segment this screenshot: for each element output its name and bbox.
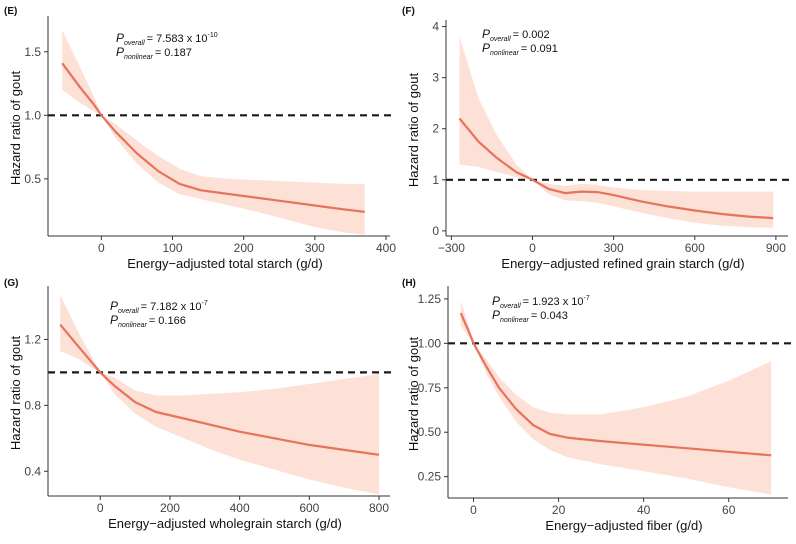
p-nonlinear-annotation: Pnonlinear = 0.043 <box>492 308 568 324</box>
y-tick-label: 1.00 <box>418 336 442 350</box>
x-tick-label: 60 <box>722 503 736 517</box>
x-tick-label: 0 <box>97 501 104 515</box>
y-tick-label: 4 <box>432 20 439 34</box>
y-tick-label: 0 <box>432 224 439 238</box>
p-overall-annotation: Poverall = 0.002 <box>482 27 550 43</box>
confidence-band <box>460 300 772 495</box>
confidence-band <box>60 294 379 495</box>
x-tick-label: 0 <box>98 241 105 255</box>
x-tick-label: 300 <box>305 241 325 255</box>
panel-label: (H) <box>402 278 416 289</box>
x-axis-label: Energy−adjusted total starch (g/d) <box>127 256 322 271</box>
hazard-curve <box>458 117 774 220</box>
y-tick-label: 2 <box>432 122 439 136</box>
x-tick-label: 600 <box>685 241 705 255</box>
x-tick-label: 100 <box>163 241 183 255</box>
y-axis-label: Hazard ratio of gout <box>406 337 421 452</box>
x-tick-label: 200 <box>234 241 254 255</box>
p-overall-annotation: Poverall = 1.923 x 10-7 <box>492 294 590 310</box>
confidence-band <box>62 30 365 235</box>
y-tick-label: 1.2 <box>24 332 41 346</box>
p-overall-annotation: Poverall = 7.583 x 10-10 <box>116 31 218 47</box>
chart-f-svg: (F) −300 0 300 600 900 0 1 2 3 4 Energy−adjusted re… <box>402 6 792 271</box>
y-axis-label: Hazard ratio of gout <box>406 73 421 188</box>
y-tick-label: 1.5 <box>24 45 41 59</box>
y-tick-label: 1.25 <box>418 292 442 306</box>
x-tick-label: 600 <box>299 501 319 515</box>
x-tick-label: 800 <box>369 501 389 515</box>
x-axis-label: Energy−adjusted refined grain starch (g/… <box>501 256 744 271</box>
panel-e: (E) 0 100 200 300 400 0.5 1.0 1.5 Energy−adjusted… <box>0 0 398 272</box>
y-tick-label: 0.75 <box>418 381 442 395</box>
panel-label: (E) <box>4 6 17 17</box>
x-tick-label: −300 <box>438 241 465 255</box>
y-tick-label: 1.0 <box>24 108 41 122</box>
hazard-curve <box>61 62 365 213</box>
panel-h: (H) 0 20 40 60 0.25 0.50 0.75 1.00 1.25 Energy−adj… <box>398 272 796 544</box>
chart-h-svg: (H) 0 20 40 60 0.25 0.50 0.75 1.00 1.25 Energy−adj… <box>402 278 792 533</box>
y-axis-label: Hazard ratio of gout <box>8 71 23 186</box>
x-tick-label: 20 <box>552 503 566 517</box>
p-overall-annotation: Poverall = 7.182 x 10-7 <box>110 299 208 315</box>
hazard-curve <box>59 323 380 456</box>
y-tick-label: 0.8 <box>24 398 41 412</box>
x-tick-label: 400 <box>376 241 396 255</box>
panel-label: (F) <box>402 6 415 17</box>
x-tick-label: 300 <box>604 241 624 255</box>
x-tick-label: 40 <box>637 503 651 517</box>
p-nonlinear-annotation: Pnonlinear = 0.166 <box>110 313 186 329</box>
panel-f: (F) −300 0 300 600 900 0 1 2 3 4 Energy−adjusted re… <box>398 0 796 272</box>
x-tick-label: 900 <box>766 241 786 255</box>
y-tick-label: 3 <box>432 71 439 85</box>
x-tick-label: 0 <box>470 503 477 517</box>
y-tick-label: 0.5 <box>24 172 41 186</box>
x-axis-label: Energy−adjusted fiber (g/d) <box>545 518 702 533</box>
y-tick-label: 1 <box>432 173 439 187</box>
p-nonlinear-annotation: Pnonlinear = 0.187 <box>116 45 192 61</box>
y-tick-label: 0.50 <box>418 425 442 439</box>
y-axis-label: Hazard ratio of gout <box>8 336 23 451</box>
x-tick-label: 0 <box>529 241 536 255</box>
panel-g: (G) 0 200 400 600 800 0.4 0.8 1.2 Energy−adjusted… <box>0 272 398 544</box>
confidence-band <box>459 36 774 228</box>
y-tick-label: 0.4 <box>24 464 41 478</box>
panel-label: (G) <box>4 278 18 289</box>
x-tick-label: 200 <box>160 501 180 515</box>
x-tick-label: 400 <box>230 501 250 515</box>
y-tick-label: 0.25 <box>418 470 442 484</box>
chart-g-svg: (G) 0 200 400 600 800 0.4 0.8 1.2 Energy−adjusted… <box>4 278 394 531</box>
p-nonlinear-annotation: Pnonlinear = 0.091 <box>482 41 558 57</box>
chart-e-svg: (E) 0 100 200 300 400 0.5 1.0 1.5 Energy−adjusted… <box>4 6 396 271</box>
hazard-curve <box>459 312 772 457</box>
x-axis-label: Energy−adjusted wholegrain starch (g/d) <box>108 516 342 531</box>
